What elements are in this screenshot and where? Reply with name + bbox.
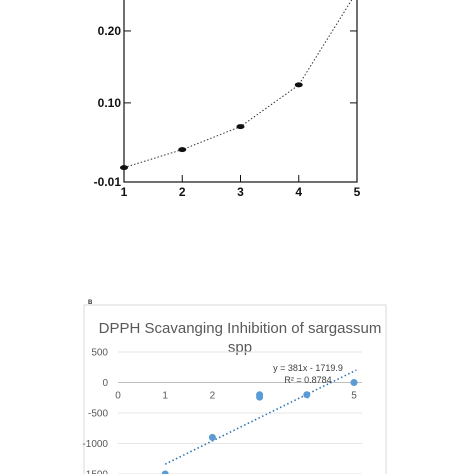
bottom-data-point (303, 391, 311, 399)
bottom-y-tick-label: -1500 (82, 470, 108, 474)
top-data-point (178, 147, 187, 153)
bottom-data-point (256, 393, 264, 401)
top-x-tick-label: 3 (237, 185, 244, 199)
bottom-x-tick-label: 2 (210, 391, 216, 402)
top-x-tick-label: 4 (295, 185, 302, 199)
bottom-x-tick-label: 1 (162, 391, 168, 402)
trendline-equation: y = 381x - 1719.9 (273, 363, 343, 373)
bottom-chart-border (83, 304, 387, 474)
top-data-point (294, 82, 303, 88)
bottom-y-tick-label: -1000 (82, 439, 108, 450)
bottom-y-tick-label: 500 (91, 348, 108, 359)
bottom-data-point (161, 470, 169, 474)
bottom-data-point (208, 433, 216, 441)
top-data-point (236, 124, 245, 130)
chart-title-line-1: DPPH Scavanging Inhibition of sargassum (99, 320, 382, 337)
bottom-y-tick-label: 0 (102, 378, 108, 389)
top-y-tick-label: -0.01 (94, 175, 122, 189)
bottom-chart: B DPPH Scavanging Inhibition of sargassu… (82, 300, 387, 474)
top-y-tick-label: 0.20 (98, 24, 122, 38)
bottom-x-tick-label: 0 (115, 391, 121, 402)
r-squared-label: R² = 0.8784 (284, 375, 331, 385)
top-x-tick-label: 5 (354, 185, 361, 199)
top-plot-frame (123, 0, 358, 183)
chart-title-line-2: spp (228, 339, 252, 356)
bottom-data-point (350, 379, 358, 386)
top-x-tick-label: 1 (121, 185, 128, 199)
bottom-x-tick-label: 5 (351, 391, 357, 402)
panel-label: B (88, 300, 93, 306)
top-y-tick-label: 0.10 (98, 96, 122, 110)
bottom-y-tick-label: -500 (88, 409, 108, 420)
top-x-tick-label: 2 (179, 185, 186, 199)
top-chart: 0.20 0.10 -0.01 1 2 3 4 5 (94, 0, 361, 199)
top-data-point (120, 165, 128, 171)
top-series-line (123, 0, 353, 169)
